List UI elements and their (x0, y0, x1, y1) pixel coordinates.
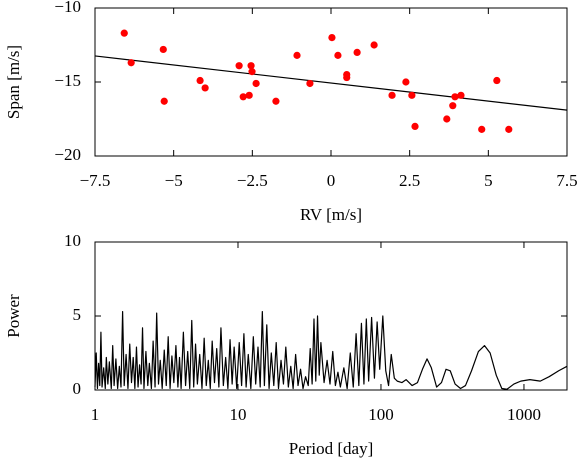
y-tick-label: 5 (73, 305, 82, 324)
x-tick-label: 2.5 (399, 171, 420, 190)
y-tick-label: 0 (73, 379, 82, 398)
y-axis-label: Power (4, 294, 23, 338)
x-tick-label: −2.5 (237, 171, 268, 190)
data-point (201, 84, 209, 92)
data-point (328, 34, 336, 42)
data-point (451, 93, 459, 101)
power-line (94, 310, 568, 390)
data-point (160, 97, 168, 105)
x-axis-label: Period [day] (289, 439, 374, 458)
data-point (247, 62, 255, 70)
data-point (478, 125, 486, 133)
y-axis-label: Span [m/s] (4, 45, 23, 119)
x-tick-label: 5 (484, 171, 493, 190)
data-point (449, 102, 457, 110)
data-point (505, 125, 513, 133)
x-tick-label: 0 (327, 171, 336, 190)
data-point (370, 41, 378, 49)
x-tick-label: 7.5 (556, 171, 577, 190)
data-point (306, 79, 314, 88)
x-tick-label: 100 (368, 405, 394, 424)
data-point (353, 48, 361, 57)
data-point (252, 79, 260, 88)
data-point (248, 68, 256, 76)
data-point (159, 45, 167, 54)
data-point (457, 91, 465, 99)
y-tick-label: −20 (54, 145, 81, 164)
data-point (388, 91, 396, 99)
data-point (120, 29, 128, 37)
x-tick-label: −7.5 (80, 171, 111, 190)
x-tick-label: 1 (91, 405, 100, 424)
data-point (239, 93, 247, 101)
fit-line (94, 55, 568, 111)
x-tick-label: 1000 (507, 405, 541, 424)
data-point (127, 59, 135, 67)
x-tick-label: 10 (229, 405, 246, 424)
data-point (402, 78, 410, 86)
data-point (245, 91, 253, 99)
y-tick-label: −10 (54, 0, 81, 16)
data-point (343, 73, 351, 82)
y-tick-label: 10 (64, 231, 81, 250)
data-point (408, 91, 416, 99)
data-point (493, 76, 501, 85)
x-tick-label: −5 (165, 171, 183, 190)
data-point (235, 62, 243, 70)
data-point (334, 51, 342, 59)
x-axis-label: RV [m/s] (300, 205, 362, 224)
data-point (196, 76, 204, 85)
data-point (293, 51, 301, 59)
y-tick-label: −15 (54, 71, 81, 90)
data-point (411, 122, 419, 130)
data-point (272, 97, 280, 105)
data-point (443, 115, 451, 123)
